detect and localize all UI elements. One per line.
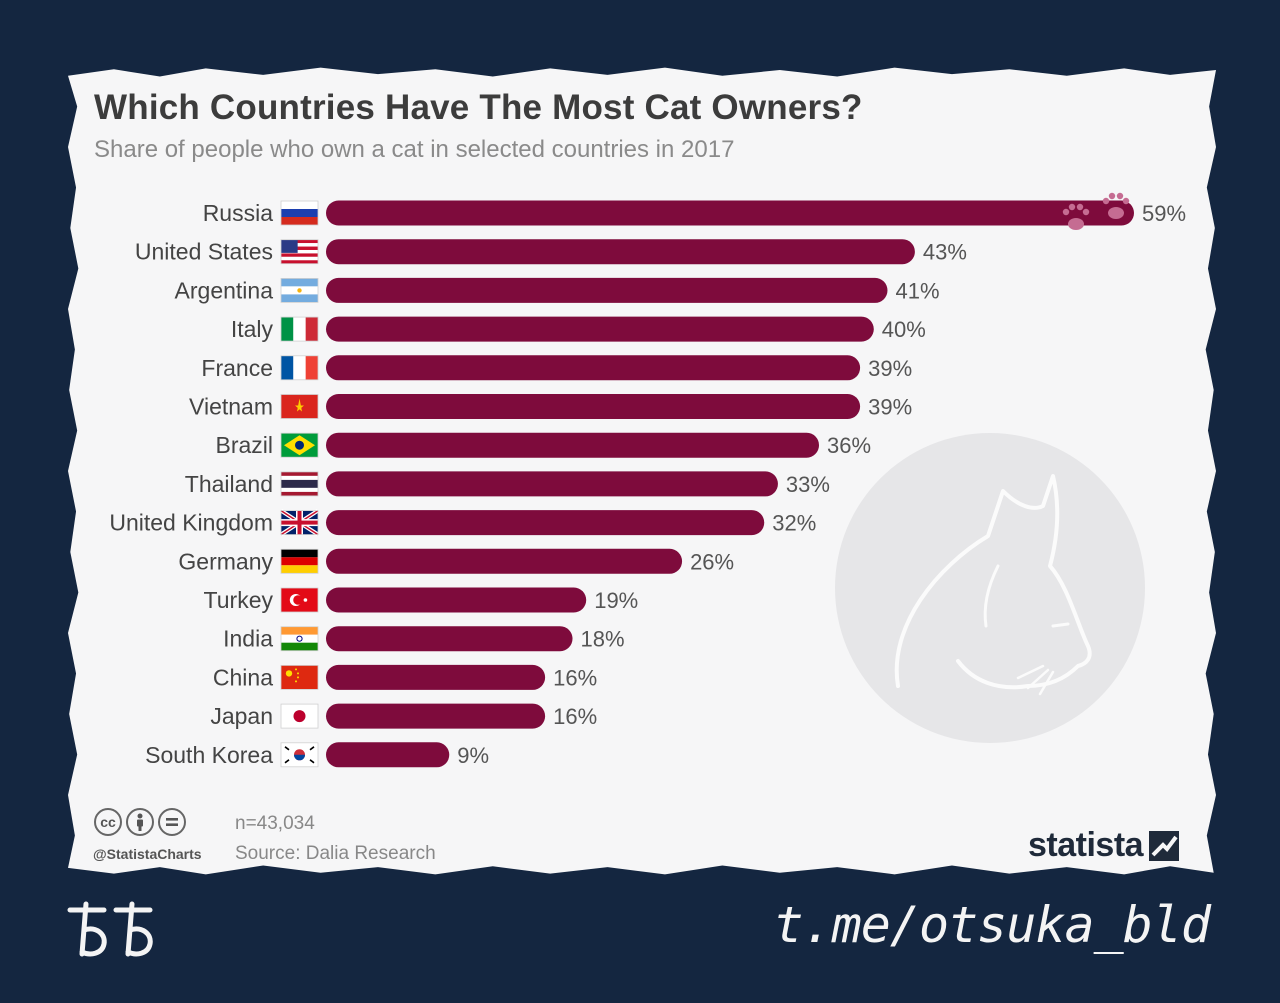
bar [326, 394, 861, 419]
bar [326, 471, 778, 497]
flag-united-kingdom-icon [279, 508, 320, 537]
bar [326, 200, 1134, 226]
value-label: 43% [923, 240, 967, 265]
bar [326, 626, 573, 652]
country-label: Turkey [204, 587, 274, 613]
chart-card: Which Countries Have The Most Cat Owners… [68, 67, 1216, 875]
country-label: United States [135, 239, 273, 265]
value-label: 59% [1142, 201, 1186, 226]
value-label: 16% [553, 665, 597, 690]
statista-handle: @StatistaCharts [93, 846, 202, 862]
country-label: Germany [178, 548, 273, 574]
chart-subtitle: Share of people who own a cat in selecte… [94, 136, 735, 163]
bar [326, 239, 915, 265]
statista-wordmark: statista [1028, 826, 1144, 864]
country-label: Italy [231, 316, 274, 342]
value-label: 39% [868, 356, 912, 381]
source-note: Source: Dalia Research [235, 843, 436, 864]
country-label: South Korea [145, 742, 273, 768]
country-label: China [213, 664, 273, 690]
attribution-icon [126, 808, 154, 836]
bar [326, 703, 546, 729]
bar-chart: Russia 59% United States 43% Argentina 41% Ita… [109, 192, 1186, 768]
value-label: 36% [827, 433, 871, 458]
value-label: 26% [690, 549, 734, 574]
bar [326, 548, 683, 574]
bar [326, 355, 861, 381]
country-label: Russia [203, 200, 274, 226]
bar [326, 510, 765, 536]
flag-china-icon [280, 665, 319, 690]
value-label: 9% [457, 743, 489, 768]
chart-title: Which Countries Have The Most Cat Owners… [94, 88, 863, 127]
flag-turkey-icon [280, 587, 319, 613]
flag-russia-icon [280, 200, 319, 226]
flag-italy-icon [280, 316, 319, 342]
watermark-text: t.me/otsuka_bld [773, 896, 1211, 954]
flag-france-icon [280, 355, 319, 381]
bar [326, 316, 874, 342]
value-label: 16% [553, 704, 597, 729]
no-derivatives-icon [158, 808, 186, 836]
country-label: India [223, 626, 273, 652]
country-label: Argentina [175, 277, 274, 303]
bar [326, 742, 450, 768]
value-label: 40% [882, 317, 926, 342]
value-label: 32% [772, 511, 816, 536]
statista-mark-icon [1149, 830, 1180, 861]
bar [326, 587, 587, 613]
flag-japan-icon [280, 703, 319, 729]
flag-south-korea-icon [280, 742, 319, 768]
country-label: Japan [210, 703, 273, 729]
value-label: 41% [895, 278, 939, 303]
flag-argentina-icon [280, 277, 319, 303]
bar [326, 664, 546, 690]
double-letter-logo-icon [67, 901, 153, 957]
flag-india-icon [280, 626, 319, 652]
flag-thailand-icon [280, 471, 319, 497]
cat-illustration-icon [835, 433, 1145, 743]
country-label: Brazil [215, 432, 273, 458]
creative-commons-icon: cc [94, 808, 122, 836]
paw-prints-icon [1062, 192, 1130, 230]
statista-logo: statista [1028, 826, 1180, 865]
flag-vietnam-icon [280, 394, 319, 419]
sample-size: n=43,034 [235, 813, 315, 834]
flag-brazil-icon [280, 432, 319, 458]
value-label: 33% [786, 472, 830, 497]
country-label: France [201, 355, 273, 381]
value-label: 39% [868, 395, 912, 420]
value-label: 19% [594, 588, 638, 613]
country-label: Thailand [185, 471, 273, 497]
country-label: United Kingdom [109, 510, 273, 536]
bar [326, 432, 820, 458]
value-label: 18% [581, 627, 625, 652]
flag-united-states-icon [280, 239, 319, 265]
flag-germany-icon [280, 548, 319, 574]
country-label: Vietnam [189, 394, 273, 420]
bar [326, 277, 888, 303]
license-icons: cc [94, 808, 186, 836]
